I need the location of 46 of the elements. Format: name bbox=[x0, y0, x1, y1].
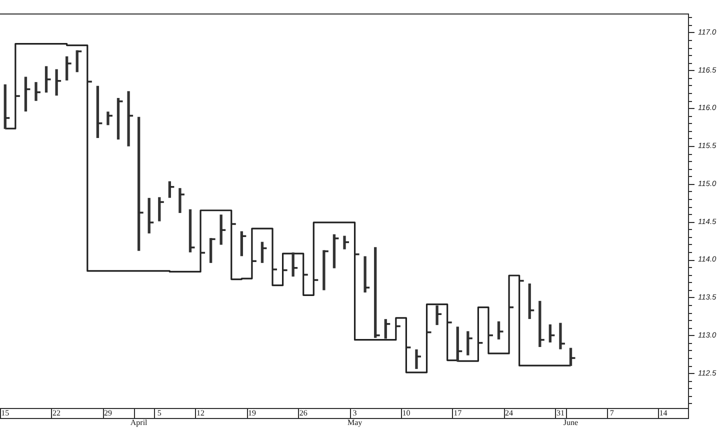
bar bbox=[559, 322, 562, 350]
bar bbox=[436, 305, 438, 326]
bar bbox=[158, 197, 161, 222]
bar bbox=[66, 56, 68, 80]
x-tick-label: April bbox=[130, 418, 148, 427]
x-tick-label: 24 bbox=[505, 408, 514, 418]
x-tick-label: 22 bbox=[52, 408, 61, 418]
bar bbox=[538, 300, 542, 347]
bar bbox=[127, 91, 130, 146]
x-tick-label: 17 bbox=[454, 408, 462, 418]
x-tick-label: 29 bbox=[104, 408, 112, 418]
bar bbox=[34, 82, 38, 101]
bar bbox=[106, 112, 110, 126]
x-tick-label: 3 May bbox=[347, 408, 362, 427]
x-tick-label: 14 bbox=[659, 408, 668, 418]
bar bbox=[466, 331, 470, 356]
bar bbox=[497, 321, 500, 340]
x-tick-label: 10 bbox=[402, 408, 410, 418]
bar bbox=[4, 84, 6, 129]
bar bbox=[96, 86, 100, 138]
bar bbox=[138, 116, 140, 251]
x-tick-label: 5 bbox=[157, 408, 162, 418]
bar bbox=[188, 209, 192, 252]
bar bbox=[116, 98, 120, 140]
x-tick-label: 31 bbox=[556, 408, 564, 418]
bar bbox=[24, 76, 28, 112]
bar bbox=[322, 250, 326, 290]
bar bbox=[44, 66, 48, 93]
x-tick-label: 7 bbox=[610, 408, 614, 418]
bar bbox=[528, 283, 531, 319]
bar bbox=[343, 236, 346, 250]
bar bbox=[55, 69, 58, 96]
bar bbox=[415, 349, 418, 369]
x-tick-label: 19 bbox=[248, 408, 256, 418]
bar bbox=[178, 188, 182, 213]
bar bbox=[456, 326, 459, 362]
x-tick-label: 12 bbox=[196, 408, 205, 418]
bar bbox=[364, 256, 366, 292]
bar bbox=[220, 214, 222, 245]
bar bbox=[209, 238, 212, 263]
x-tick-label: 15 bbox=[1, 408, 10, 418]
bar bbox=[374, 247, 377, 338]
x-tick-label: June bbox=[563, 418, 579, 427]
x-tick-label: 26 bbox=[299, 408, 308, 418]
bar bbox=[148, 198, 150, 234]
bar bbox=[240, 231, 243, 256]
